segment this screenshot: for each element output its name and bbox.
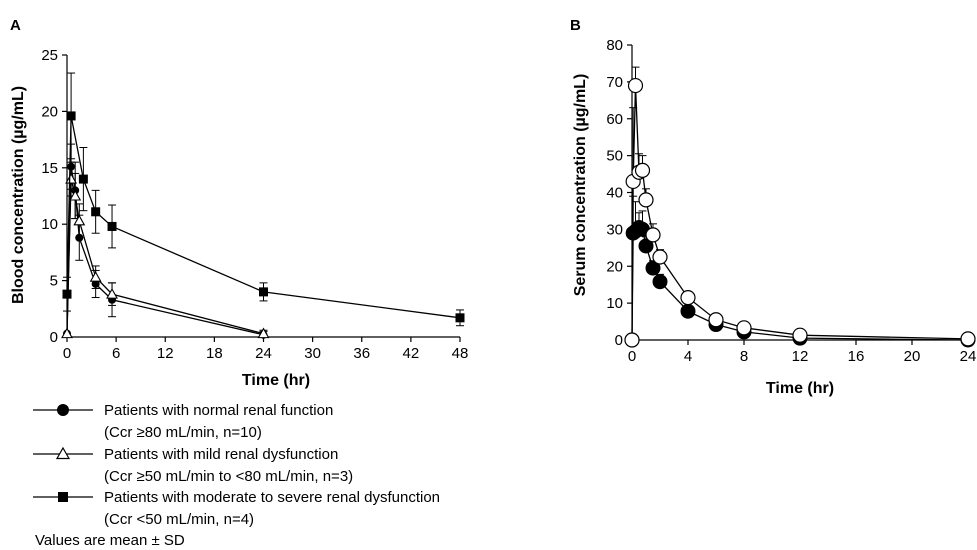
legend-entry-mild: Patients with mild renal dysfunction (Cc… bbox=[33, 446, 353, 485]
series-filled-circle bbox=[63, 143, 268, 339]
panel-b-axes: 0 4 8 12 16 20 24 0 10 20 30 40 50 60 70 80 bbox=[606, 37, 976, 365]
data-point-open-triangle bbox=[89, 271, 102, 282]
panel-a-x-axis-title: Time (hr) bbox=[242, 372, 310, 389]
panel-a-series bbox=[61, 72, 465, 339]
y-tick-label: 70 bbox=[606, 74, 623, 91]
legend-sublabel-mild: (Ccr ≥50 mL/min to <80 mL/min, n=3) bbox=[104, 468, 353, 485]
data-point-open-triangle bbox=[69, 189, 82, 201]
data-point-open-circle bbox=[634, 162, 651, 178]
data-point-open-circle bbox=[627, 77, 644, 94]
x-tick-label: 8 bbox=[740, 348, 748, 365]
legend-marker-open-triangle bbox=[55, 446, 71, 460]
panel-a-chart: A Blood concentration (µg/mL) Time (hr) … bbox=[10, 17, 468, 389]
data-point-filled-circle bbox=[638, 238, 654, 254]
data-point-filled-square bbox=[91, 207, 101, 217]
data-point-open-triangle bbox=[61, 327, 73, 339]
series-line bbox=[66, 178, 264, 335]
legend-entry-moderate-severe: Patients with moderate to severe renal d… bbox=[33, 489, 440, 528]
x-tick-label: 16 bbox=[848, 348, 865, 365]
legend-marker-filled-square bbox=[58, 492, 68, 502]
data-point-filled-square bbox=[78, 174, 88, 184]
y-tick-label: 80 bbox=[606, 37, 623, 54]
values-note: Values are mean ± SD bbox=[35, 532, 185, 549]
x-tick-label: 4 bbox=[684, 348, 692, 365]
data-point-filled-square bbox=[259, 287, 268, 297]
data-point-filled-circle bbox=[680, 303, 696, 319]
data-point-open-circle bbox=[652, 249, 668, 265]
x-tick-label: 20 bbox=[904, 348, 921, 365]
y-tick-label: 10 bbox=[606, 295, 623, 312]
x-tick-label: 24 bbox=[255, 345, 272, 362]
legend-sublabel-normal: (Ccr ≥80 mL/min, n=10) bbox=[104, 424, 262, 441]
legend-marker-filled-circle bbox=[57, 404, 69, 416]
y-tick-label: 30 bbox=[606, 221, 623, 238]
data-point-open-triangle bbox=[106, 288, 118, 299]
panel-a-legend: Patients with normal renal function (Ccr… bbox=[33, 402, 440, 549]
data-point-open-triangle bbox=[73, 214, 86, 226]
y-tick-label: 15 bbox=[41, 160, 58, 177]
panel-b-label: B bbox=[570, 17, 581, 34]
series-open-circle bbox=[624, 66, 976, 348]
series-filled-square bbox=[62, 72, 465, 327]
data-point-open-circle bbox=[645, 227, 661, 243]
x-tick-label: 12 bbox=[792, 348, 809, 365]
y-tick-label: 20 bbox=[606, 258, 623, 275]
data-point-open-circle bbox=[792, 327, 808, 343]
data-point-open-triangle bbox=[257, 327, 270, 339]
series-line bbox=[66, 166, 264, 336]
data-point-open-circle bbox=[736, 320, 752, 336]
panel-b-y-axis-title: Serum concentration (µg/mL) bbox=[572, 74, 589, 297]
data-point-filled-circle bbox=[652, 274, 668, 290]
y-tick-label: 60 bbox=[606, 111, 623, 128]
x-tick-label: 0 bbox=[628, 348, 636, 365]
y-tick-label: 5 bbox=[50, 273, 58, 290]
legend-label-normal: Patients with normal renal function bbox=[104, 402, 333, 419]
legend-sublabel-moderate-severe: (Ccr <50 mL/min, n=4) bbox=[104, 511, 254, 528]
x-tick-label: 18 bbox=[206, 345, 223, 362]
x-tick-label: 42 bbox=[403, 345, 420, 362]
data-point-open-circle bbox=[680, 289, 696, 306]
panel-b-chart: B Serum concentration (µg/mL) Time (hr) … bbox=[570, 17, 976, 397]
y-tick-label: 10 bbox=[41, 216, 58, 233]
y-tick-label: 0 bbox=[50, 329, 58, 346]
x-tick-label: 6 bbox=[112, 345, 120, 362]
legend-entry-normal: Patients with normal renal function (Ccr… bbox=[33, 402, 333, 441]
data-point-open-circle bbox=[624, 332, 640, 348]
y-tick-label: 0 bbox=[615, 332, 623, 349]
x-tick-label: 30 bbox=[304, 345, 321, 362]
data-point-open-triangle bbox=[65, 172, 78, 184]
data-point-open-circle bbox=[708, 312, 724, 328]
x-tick-label: 0 bbox=[63, 345, 71, 362]
data-point-filled-square bbox=[455, 313, 465, 323]
panel-a-label: A bbox=[10, 17, 21, 34]
y-tick-label: 40 bbox=[606, 185, 623, 202]
data-point-filled-square bbox=[62, 289, 72, 299]
x-tick-label: 36 bbox=[353, 345, 370, 362]
legend-label-moderate-severe: Patients with moderate to severe renal d… bbox=[104, 489, 440, 506]
x-tick-label: 24 bbox=[960, 348, 977, 365]
series-open-triangle bbox=[61, 161, 270, 339]
data-point-filled-square bbox=[107, 221, 117, 231]
data-point-open-circle bbox=[638, 192, 654, 208]
y-tick-label: 20 bbox=[41, 103, 58, 120]
data-point-filled-circle bbox=[645, 260, 661, 276]
legend-label-mild: Patients with mild renal dysfunction bbox=[104, 446, 338, 463]
panel-a-y-axis-title: Blood concentration (µg/mL) bbox=[10, 86, 27, 304]
panel-a-axes: 0 6 12 18 24 30 36 42 48 0 5 10 15 20 25 bbox=[41, 47, 468, 362]
panel-b-x-axis-title: Time (hr) bbox=[766, 380, 834, 397]
data-point-filled-square bbox=[66, 111, 76, 121]
panel-b-series bbox=[624, 66, 976, 348]
series-line bbox=[631, 226, 969, 341]
y-tick-label: 25 bbox=[41, 47, 58, 64]
x-tick-label: 12 bbox=[157, 345, 174, 362]
y-tick-label: 50 bbox=[606, 148, 623, 165]
series-filled-circle bbox=[624, 195, 976, 348]
x-tick-label: 48 bbox=[452, 345, 469, 362]
data-point-open-circle bbox=[960, 331, 976, 347]
